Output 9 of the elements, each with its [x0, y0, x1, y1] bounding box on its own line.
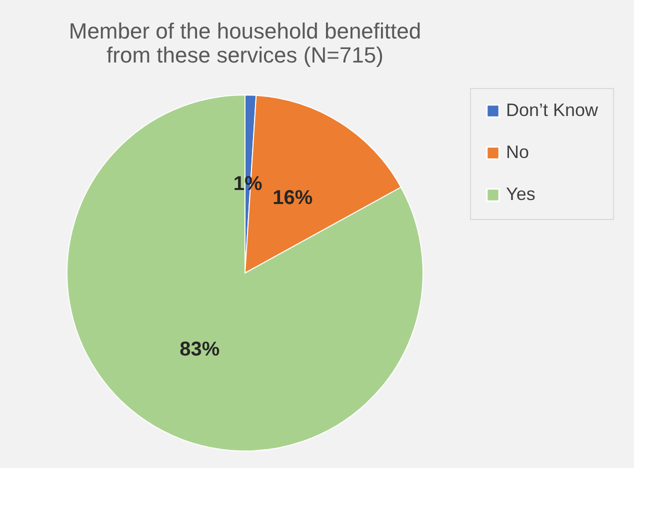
text: Member of the household benefitted — [68, 18, 422, 44]
data-label: 16% — [272, 186, 313, 209]
data-label: 1% — [233, 173, 262, 196]
legend-label: No — [506, 142, 530, 162]
legend-label: Yes — [506, 184, 536, 204]
pie-slice — [66, 94, 424, 452]
data-label: 83% — [180, 338, 220, 361]
text: from these services (N=715) — [106, 42, 384, 68]
legend-label: Don’t Know — [506, 100, 600, 120]
